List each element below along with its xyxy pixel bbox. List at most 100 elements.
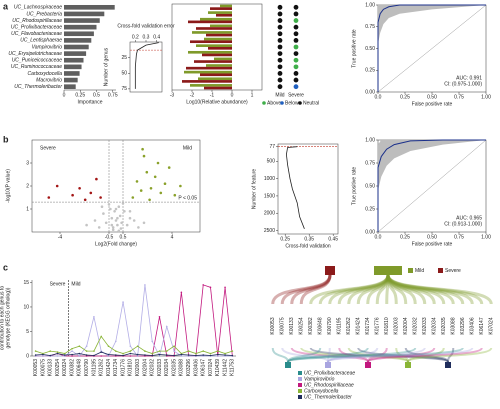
point — [71, 347, 73, 350]
point — [209, 354, 212, 357]
flow — [309, 274, 390, 305]
point — [159, 191, 163, 195]
range-bar — [198, 77, 232, 81]
x-tick-label: K00648 — [77, 359, 83, 376]
legend-label: Severe — [445, 268, 461, 274]
y-axis-label: True positive rate — [351, 29, 357, 68]
status-dot — [293, 84, 299, 90]
point — [85, 350, 88, 352]
point — [100, 355, 103, 357]
flow — [299, 274, 332, 305]
legend-label: Vampirovibrio — [304, 376, 335, 382]
category-label: K02035 — [441, 317, 447, 334]
group-label: Mild — [183, 145, 192, 151]
x-tick-label: 0.50 — [427, 234, 437, 240]
point — [173, 350, 175, 352]
point — [89, 191, 93, 195]
x-tick-label: 1 — [251, 92, 254, 98]
category-label: UC_Prolixibacteraceae — [11, 24, 62, 30]
point — [63, 352, 66, 355]
flow — [338, 347, 369, 363]
point — [202, 284, 205, 286]
y-tick-label: 25 — [121, 55, 127, 61]
flow — [367, 347, 388, 363]
point — [224, 354, 226, 356]
y-tick-label: 0.50 — [365, 183, 375, 189]
point — [56, 352, 59, 355]
annotation: AUC: 0.991 — [456, 75, 482, 81]
point — [187, 350, 190, 352]
x-tick-label: K03088 — [179, 359, 185, 376]
point — [158, 355, 161, 357]
category-label: UC_Puniceicoccaceae — [12, 58, 63, 64]
y-tick-label: 1.00 — [365, 137, 375, 143]
x-tick-label: 1.00 — [481, 234, 491, 240]
flow — [318, 274, 390, 305]
point — [180, 355, 183, 357]
status-dot — [293, 77, 299, 83]
point — [142, 221, 146, 225]
bar — [64, 4, 115, 10]
category-label: K01776 — [375, 317, 381, 334]
category-label: K01734 — [365, 317, 371, 334]
point — [117, 229, 121, 233]
y-axis-label: -log10(P value) — [5, 169, 11, 203]
legend-label: Mild — [415, 268, 424, 274]
point — [71, 353, 73, 356]
x-axis-label: False positive rate — [412, 101, 453, 107]
point — [117, 205, 121, 208]
point — [85, 345, 88, 347]
plot-frame — [129, 41, 163, 93]
x-tick-label: K00053 — [33, 359, 39, 376]
y-tick-label: 1500 — [264, 193, 275, 199]
y-tick-label: 2000 — [264, 211, 275, 217]
legend-label: Above — [267, 100, 281, 106]
point — [107, 345, 110, 347]
flow — [386, 274, 398, 305]
status-dot — [293, 71, 299, 76]
taxon-node — [405, 362, 411, 368]
point — [99, 196, 102, 199]
legend-swatch — [298, 389, 302, 393]
point — [100, 351, 103, 353]
point — [167, 166, 171, 169]
point — [216, 355, 219, 357]
y-tick-label: 0.75 — [365, 160, 375, 166]
x-tick-label: 0.3 — [143, 34, 150, 40]
x-tick-label: K03296 — [186, 359, 192, 376]
category-label: Macrovibrio — [36, 77, 62, 83]
point — [102, 212, 105, 215]
flow — [281, 347, 329, 363]
legend-dot — [298, 101, 302, 105]
point — [209, 352, 212, 355]
status-dot — [293, 44, 299, 50]
x-axis-label: Log2(Fold change) — [95, 241, 137, 247]
x-tick-label: K02033 — [157, 359, 163, 376]
y-tick-label: 10 — [23, 304, 29, 310]
status-dot — [277, 71, 283, 76]
point — [55, 184, 59, 188]
range-bar — [190, 40, 232, 44]
flow — [386, 274, 474, 305]
category-label: K00053 — [270, 317, 276, 334]
x-tick-label: K03406 — [193, 359, 199, 376]
flow — [287, 347, 464, 363]
flow — [300, 347, 409, 363]
y-tick-label: 0.00 — [365, 229, 375, 235]
flow — [386, 274, 493, 305]
y-tick-label: 5 — [26, 329, 29, 335]
y-tick-label: 1 — [26, 206, 29, 212]
point — [78, 355, 81, 357]
point — [173, 354, 175, 357]
status-dot — [293, 51, 299, 57]
category-label: UC_Erysipelotrichaceae — [8, 51, 62, 57]
category-label: K00254 — [299, 317, 305, 334]
flow — [386, 274, 417, 305]
x-tick-label: 4 — [171, 234, 174, 240]
x-tick-label: 0.25 — [400, 234, 410, 240]
point — [123, 210, 126, 213]
bar — [64, 77, 78, 83]
point — [165, 350, 168, 352]
category-label: K00790 — [327, 317, 333, 334]
